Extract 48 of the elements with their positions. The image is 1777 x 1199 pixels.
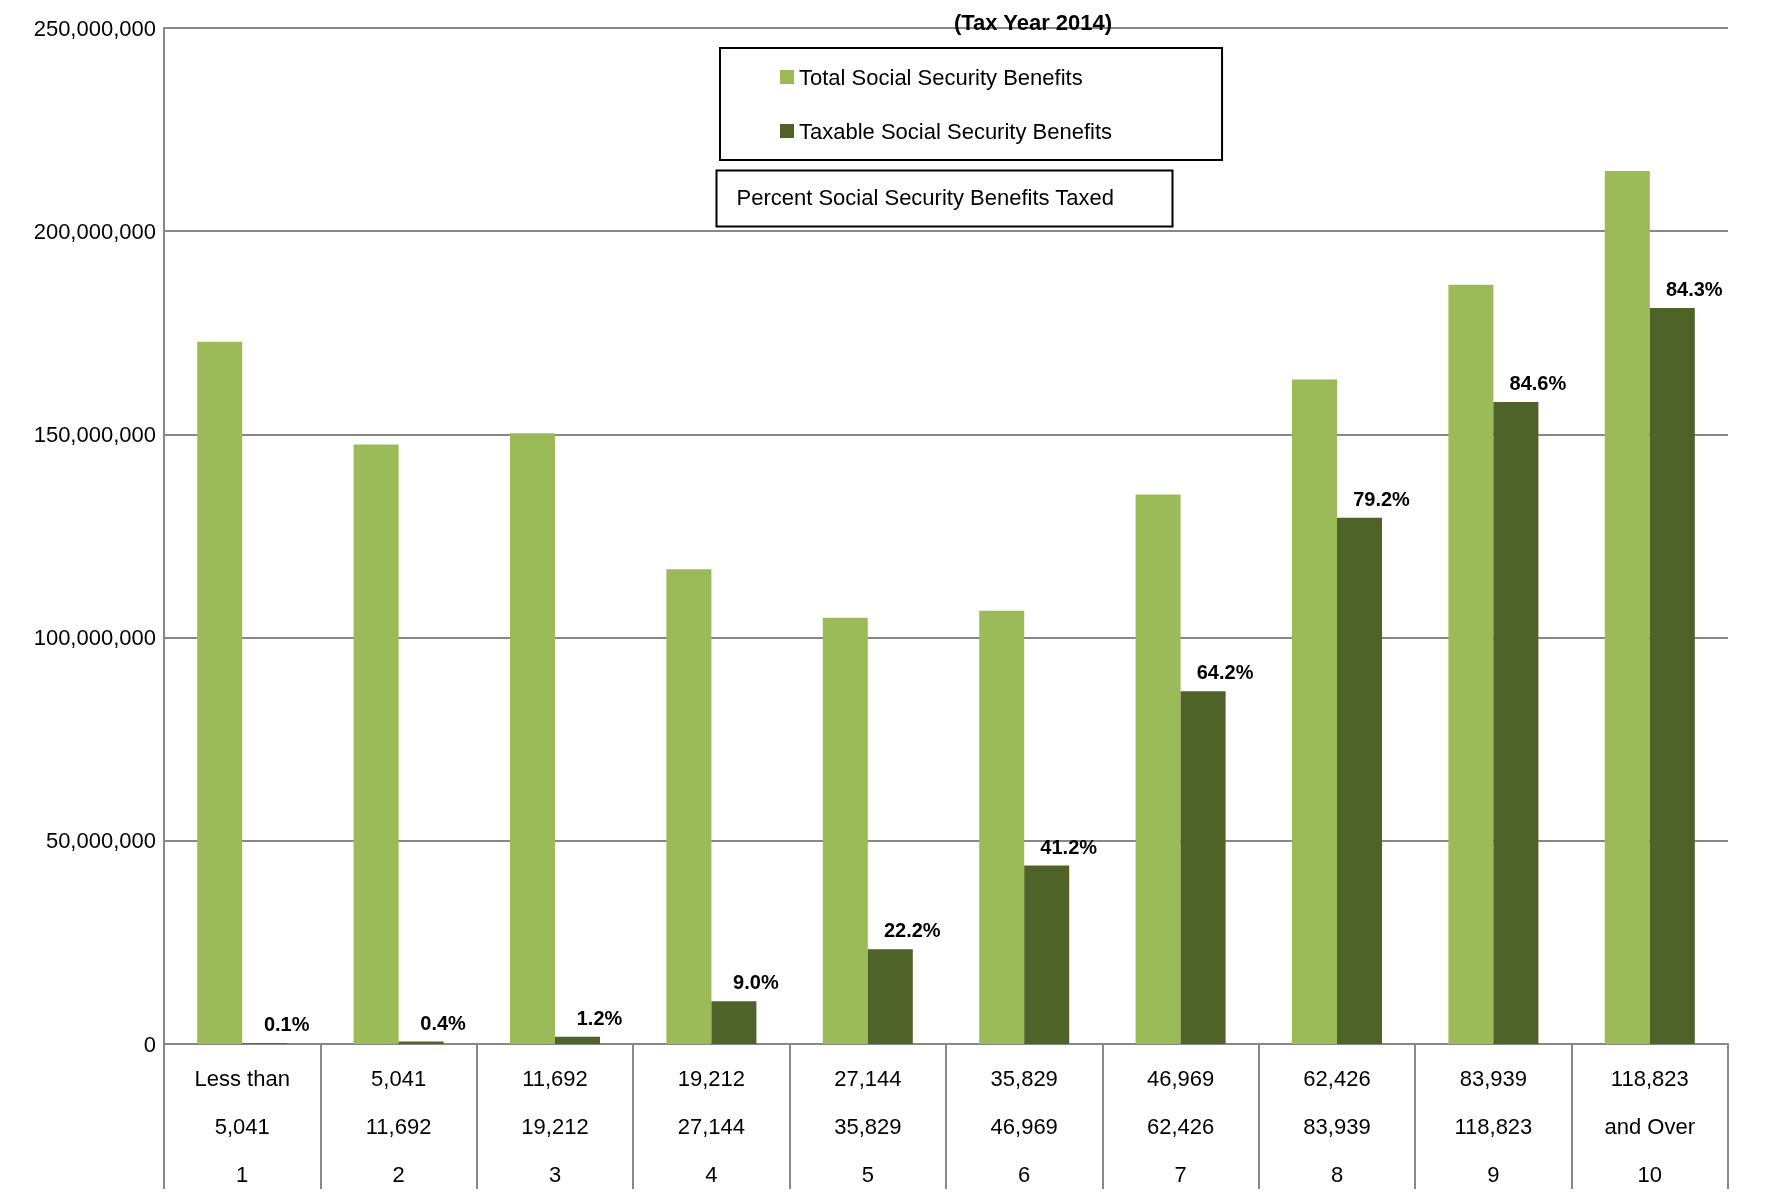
legend-label: Total Social Security Benefits	[799, 64, 1083, 90]
annotation: 22.2%	[883, 919, 941, 942]
x-tick-label: 35,829 46,969 6	[990, 1065, 1058, 1187]
x-tick-label: 19,212 27,144 4	[677, 1065, 746, 1187]
annotation: Percent Social Security Benefits Taxed	[736, 185, 1114, 210]
bar	[353, 444, 399, 1044]
annotation: 0.1%	[263, 1013, 310, 1036]
x-tick-label: 46,969 62,426 7	[1146, 1065, 1215, 1187]
bar	[666, 569, 712, 1044]
x-tick-label: 118,823 and Over 10	[1604, 1065, 1696, 1187]
x-tick-label: 62,426 83,939 8	[1303, 1065, 1371, 1187]
annotation: 1.2%	[576, 1006, 623, 1029]
x-tick-label: 83,939 118,823 9	[1454, 1065, 1533, 1187]
annotation: 64.2%	[1196, 661, 1254, 684]
annotation: 0.4%	[420, 1011, 467, 1034]
x-tick-label: Less than 5,041 1	[194, 1065, 290, 1187]
y-tick-label: 150,000,000	[33, 421, 156, 447]
x-tick-label: 27,144 35,829 5	[834, 1065, 902, 1187]
bar	[1448, 284, 1494, 1044]
bar	[979, 610, 1025, 1044]
bar	[1604, 171, 1650, 1044]
bar	[711, 1001, 757, 1044]
annotation: 41.2%	[1040, 835, 1098, 858]
y-tick-label: 50,000,000	[45, 828, 156, 854]
bar	[1493, 401, 1539, 1044]
bar	[197, 341, 243, 1044]
y-tick-label: 200,000,000	[33, 218, 156, 244]
bar	[510, 433, 555, 1044]
annotation: 84.3%	[1665, 278, 1723, 301]
chart-title: (Tax Year 2014)	[953, 9, 1113, 35]
y-tick-label: 250,000,000	[33, 15, 156, 41]
bar	[1337, 517, 1382, 1044]
x-tick-label: 5,041 11,692 2	[365, 1065, 432, 1187]
bar	[1649, 308, 1695, 1044]
bar	[1024, 865, 1070, 1044]
bar	[822, 617, 868, 1044]
bar	[1292, 379, 1337, 1044]
y-tick-label: 0	[143, 1031, 156, 1057]
annotation: 84.6%	[1509, 371, 1567, 394]
legend-label: Taxable Social Security Benefits	[799, 118, 1113, 144]
bar	[867, 949, 913, 1044]
bar	[1135, 494, 1181, 1044]
annotation: 9.0%	[733, 971, 779, 994]
y-tick-label: 100,000,000	[33, 625, 156, 651]
bar	[1180, 691, 1226, 1044]
annotation: 79.2%	[1353, 487, 1411, 510]
x-tick-label: 11,692 19,212 3	[521, 1065, 589, 1187]
bar	[555, 1036, 600, 1044]
